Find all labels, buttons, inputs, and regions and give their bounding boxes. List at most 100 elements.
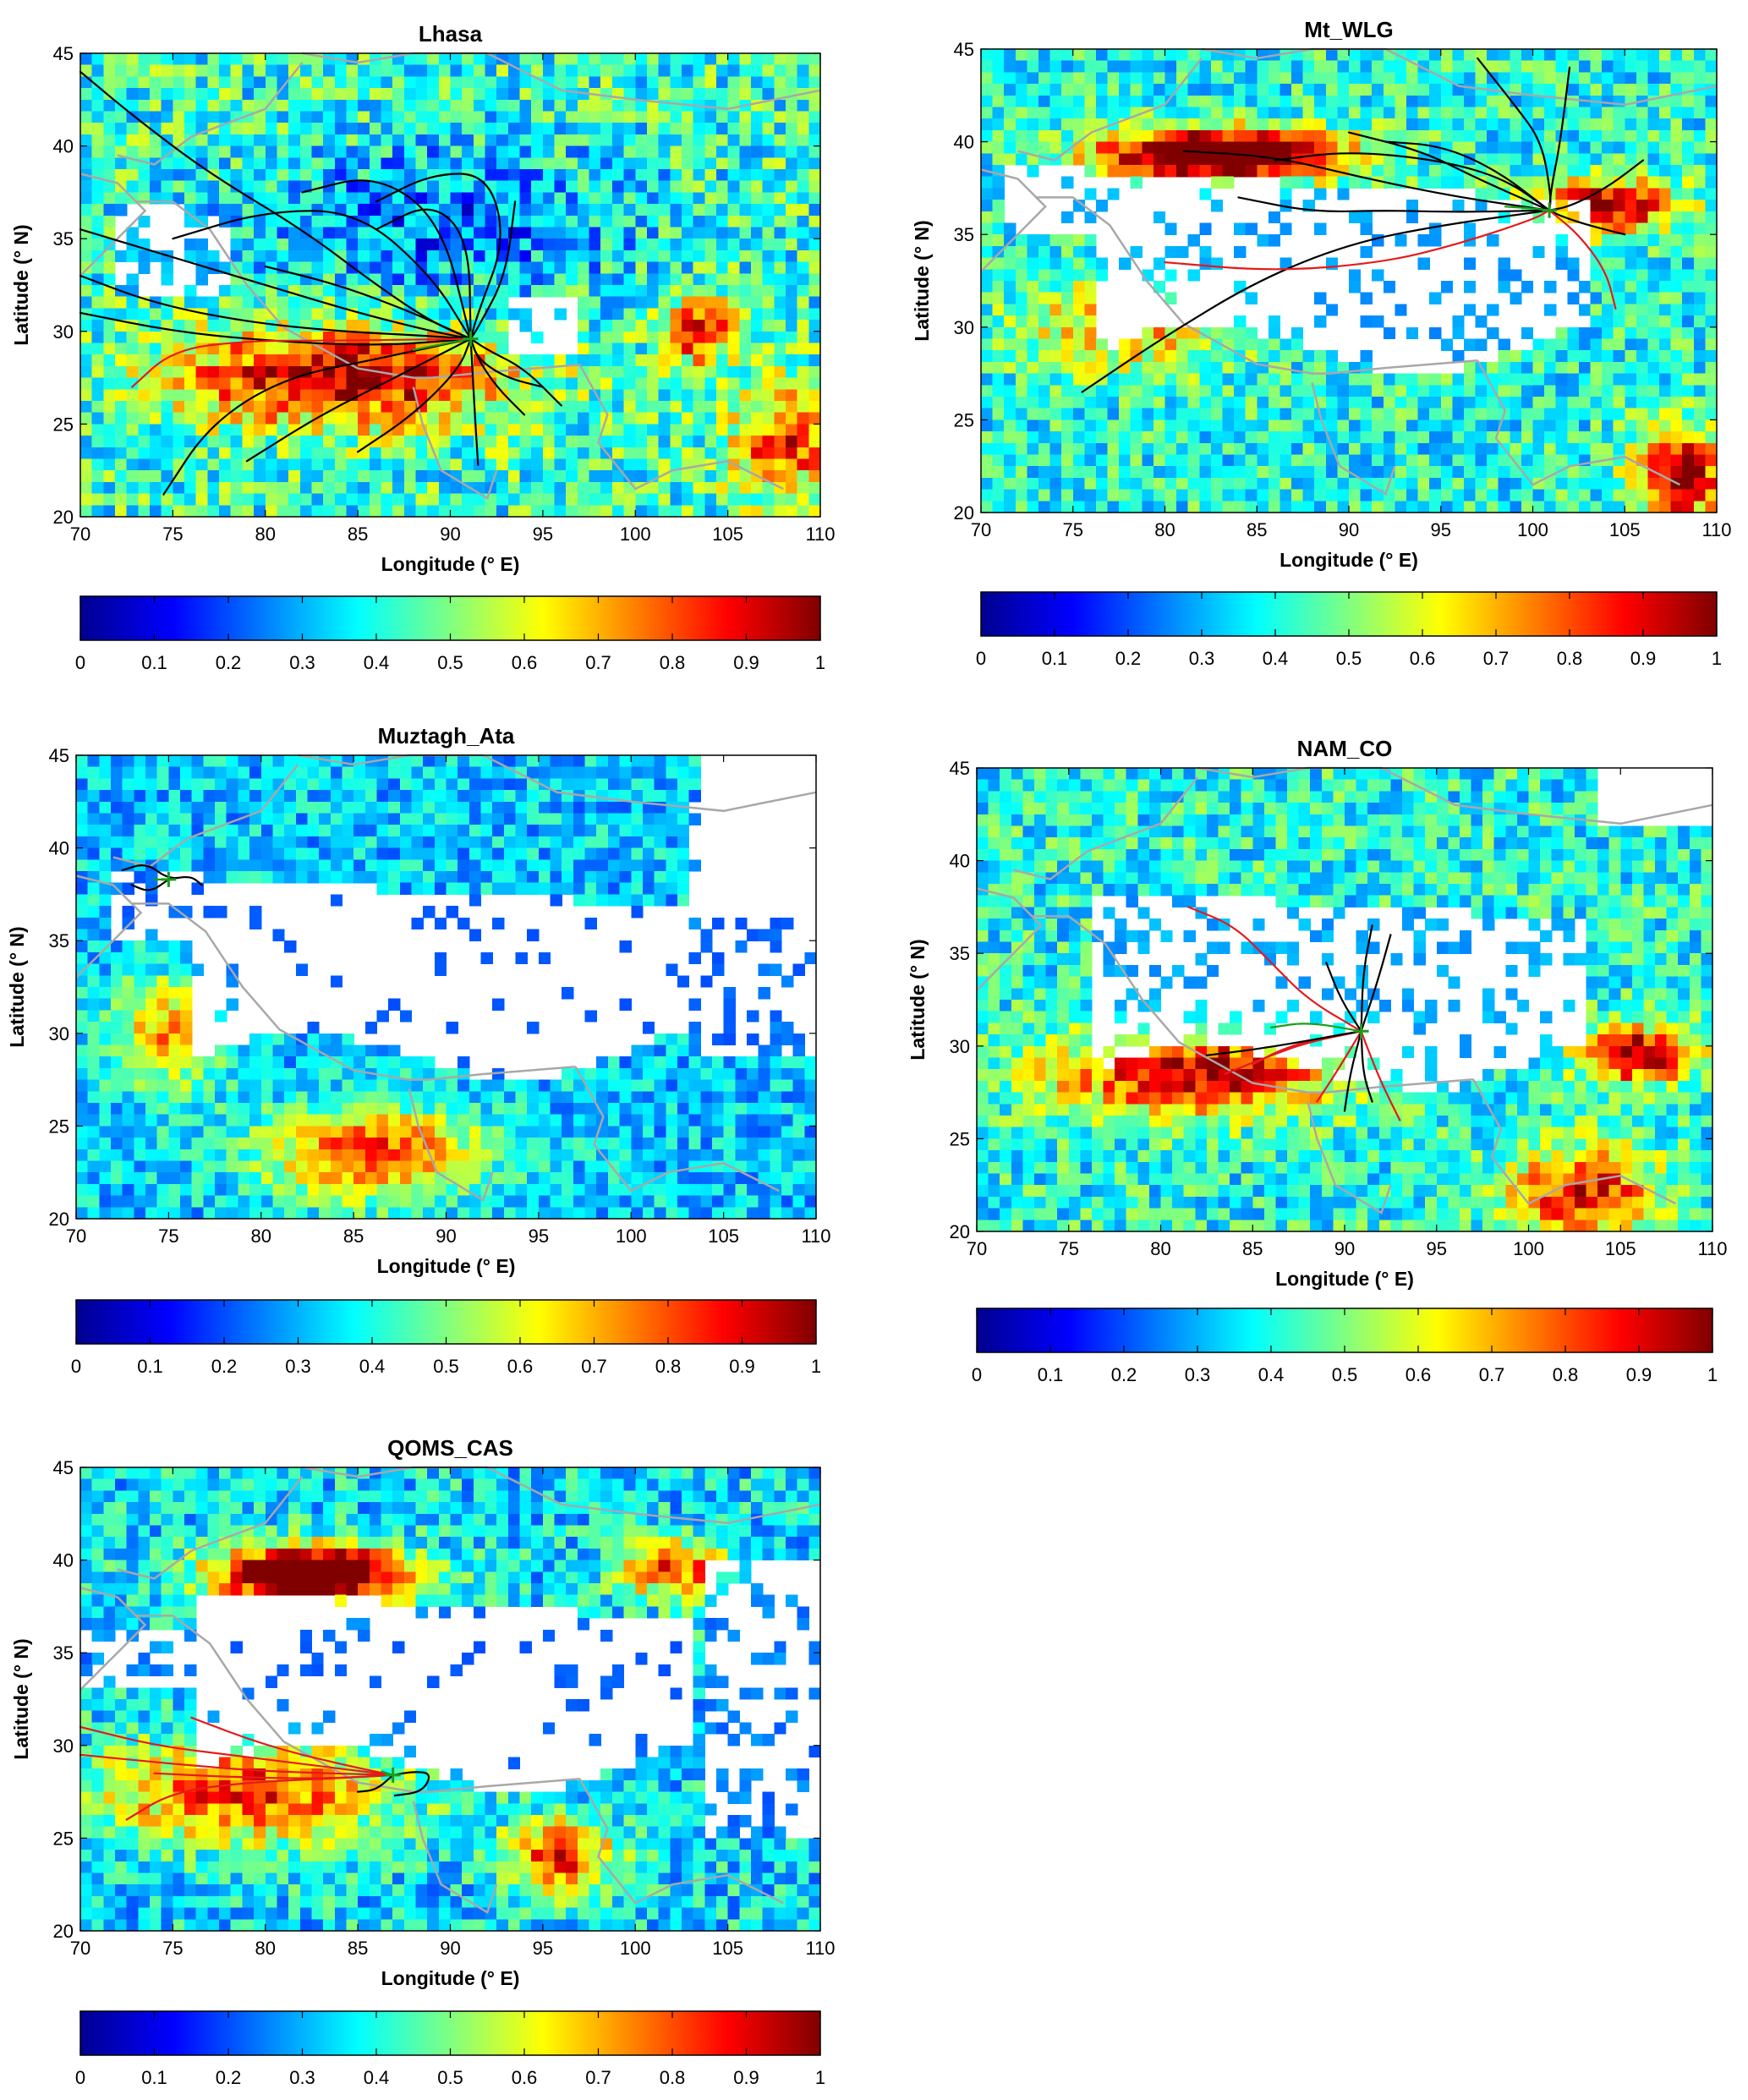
aerosol-field <box>80 1467 821 1932</box>
y-tick-label: 35 <box>954 224 974 245</box>
x-tick-label: 85 <box>1247 519 1267 540</box>
y-tick-label: 35 <box>49 930 69 951</box>
colorbar-tick-label: 0.8 <box>1557 648 1583 669</box>
x-tick-label: 80 <box>255 524 276 545</box>
colorbar-tick-label: 0.3 <box>1185 1364 1211 1385</box>
x-axis-label: Longitude (° E) <box>1279 549 1418 571</box>
panel-title: Muztagh_Ata <box>378 723 515 748</box>
colorbar-tick-label: 0.1 <box>141 2067 167 2088</box>
colorbar-tick-label: 0.2 <box>216 652 242 673</box>
x-tick-label: 95 <box>1427 1238 1447 1259</box>
x-tick-label: 85 <box>348 524 368 545</box>
y-tick-label: 30 <box>950 1036 970 1057</box>
x-tick-label: 90 <box>1339 519 1359 540</box>
y-axis-label: Latitude (° N) <box>10 1638 32 1759</box>
x-tick-label: 110 <box>1697 1238 1727 1259</box>
x-tick-label: 95 <box>533 524 553 545</box>
colorbar-tick-label: 0.4 <box>1258 1364 1285 1385</box>
colorbar-tick-label: 0.1 <box>141 652 167 673</box>
colorbar-tick-label: 0.9 <box>1630 648 1657 669</box>
aerosol-field <box>977 768 1713 1232</box>
y-axis-label: Latitude (° N) <box>10 224 32 345</box>
x-tick-label: 90 <box>1334 1238 1355 1259</box>
x-tick-label: 80 <box>1154 519 1175 540</box>
colorbar-tick-label: 0.2 <box>1111 1364 1137 1385</box>
x-tick-label: 105 <box>712 1938 743 1959</box>
y-tick-label: 20 <box>950 1221 970 1242</box>
y-tick-label: 30 <box>53 321 74 343</box>
x-axis-label: Longitude (° E) <box>377 1255 516 1277</box>
x-tick-label: 105 <box>1605 1238 1636 1259</box>
x-tick-label: 110 <box>805 524 835 545</box>
colorbar-tick-label: 0.5 <box>1332 1364 1358 1385</box>
colorbar-tick-label: 0.6 <box>512 2067 538 2088</box>
colorbar-tick-label: 0.5 <box>437 652 463 673</box>
y-tick-label: 35 <box>950 943 970 964</box>
colorbar-tick-label: 0.7 <box>1483 648 1510 669</box>
colorbar-tick-label: 0.8 <box>1553 1364 1579 1385</box>
y-axis-label: Latitude (° N) <box>907 939 929 1060</box>
x-tick-label: 75 <box>158 1225 178 1247</box>
panel-title: NAM_CO <box>1297 736 1393 761</box>
y-tick-label: 20 <box>53 507 74 528</box>
colorbar-tick-label: 0.7 <box>585 2067 611 2088</box>
x-tick-label: 110 <box>801 1225 830 1247</box>
y-tick-label: 40 <box>954 132 974 153</box>
colorbar-tick-label: 0.5 <box>437 2067 463 2088</box>
y-axis-label: Latitude (° N) <box>6 926 28 1047</box>
x-tick-label: 100 <box>1513 1238 1544 1259</box>
site-marker <box>1354 1023 1369 1039</box>
colorbar-tick-label: 0.9 <box>729 1356 755 1377</box>
colorbar-tick-label: 1 <box>811 1356 821 1377</box>
colorbar-tick-label: 0.9 <box>733 2067 759 2088</box>
colorbar-tick-label: 0.4 <box>364 652 390 673</box>
x-tick-label: 105 <box>1609 519 1641 540</box>
colorbar-tick-label: 0.3 <box>285 1356 311 1377</box>
panel-title: Mt_WLG <box>1304 17 1393 42</box>
x-tick-label: 110 <box>1701 519 1731 540</box>
trajectory-green <box>1271 1023 1362 1031</box>
y-tick-label: 40 <box>49 838 69 859</box>
aerosol-field <box>76 755 817 1220</box>
colorbar-tick-label: 0.1 <box>1042 648 1068 669</box>
colorbar-tick-label: 0 <box>976 648 986 669</box>
x-tick-label: 85 <box>348 1938 368 1959</box>
colorbar-tick-label: 0.6 <box>507 1356 534 1377</box>
colorbar-tick-label: 0.2 <box>1115 648 1142 669</box>
x-tick-label: 95 <box>1431 519 1451 540</box>
colorbar-tick-label: 0.6 <box>1410 648 1436 669</box>
colorbar-tick-label: 0.7 <box>585 652 611 673</box>
y-tick-label: 25 <box>954 409 974 430</box>
colorbar-tick-label: 0.7 <box>1479 1364 1505 1385</box>
colorbar-tick-label: 1 <box>1707 1364 1718 1385</box>
colorbar-tick-label: 0.1 <box>137 1356 163 1377</box>
colorbar-tick-label: 0.7 <box>581 1356 607 1377</box>
x-tick-label: 80 <box>1150 1238 1170 1259</box>
x-axis-label: Longitude (° E) <box>1275 1268 1414 1290</box>
x-tick-label: 80 <box>255 1938 276 1959</box>
colorbar-tick-label: 0 <box>71 1356 81 1377</box>
colorbar-tick-label: 0.9 <box>733 652 759 673</box>
aerosol-field <box>981 49 1718 513</box>
y-tick-label: 25 <box>53 1828 74 1849</box>
y-tick-label: 45 <box>53 1457 74 1478</box>
y-tick-label: 45 <box>954 39 974 60</box>
colorbar-tick-label: 0.4 <box>359 1356 386 1377</box>
y-tick-label: 20 <box>53 1921 74 1942</box>
y-tick-label: 25 <box>950 1128 970 1149</box>
x-tick-label: 100 <box>620 524 651 545</box>
colorbar-tick-label: 0.1 <box>1038 1364 1064 1385</box>
y-tick-label: 25 <box>53 414 74 435</box>
x-tick-label: 75 <box>1063 519 1083 540</box>
colorbar-tick-label: 0.5 <box>1336 648 1362 669</box>
x-tick-label: 105 <box>712 524 743 545</box>
x-tick-label: 100 <box>1517 519 1548 540</box>
colorbar-tick-label: 0.5 <box>433 1356 459 1377</box>
x-tick-label: 75 <box>162 524 183 545</box>
